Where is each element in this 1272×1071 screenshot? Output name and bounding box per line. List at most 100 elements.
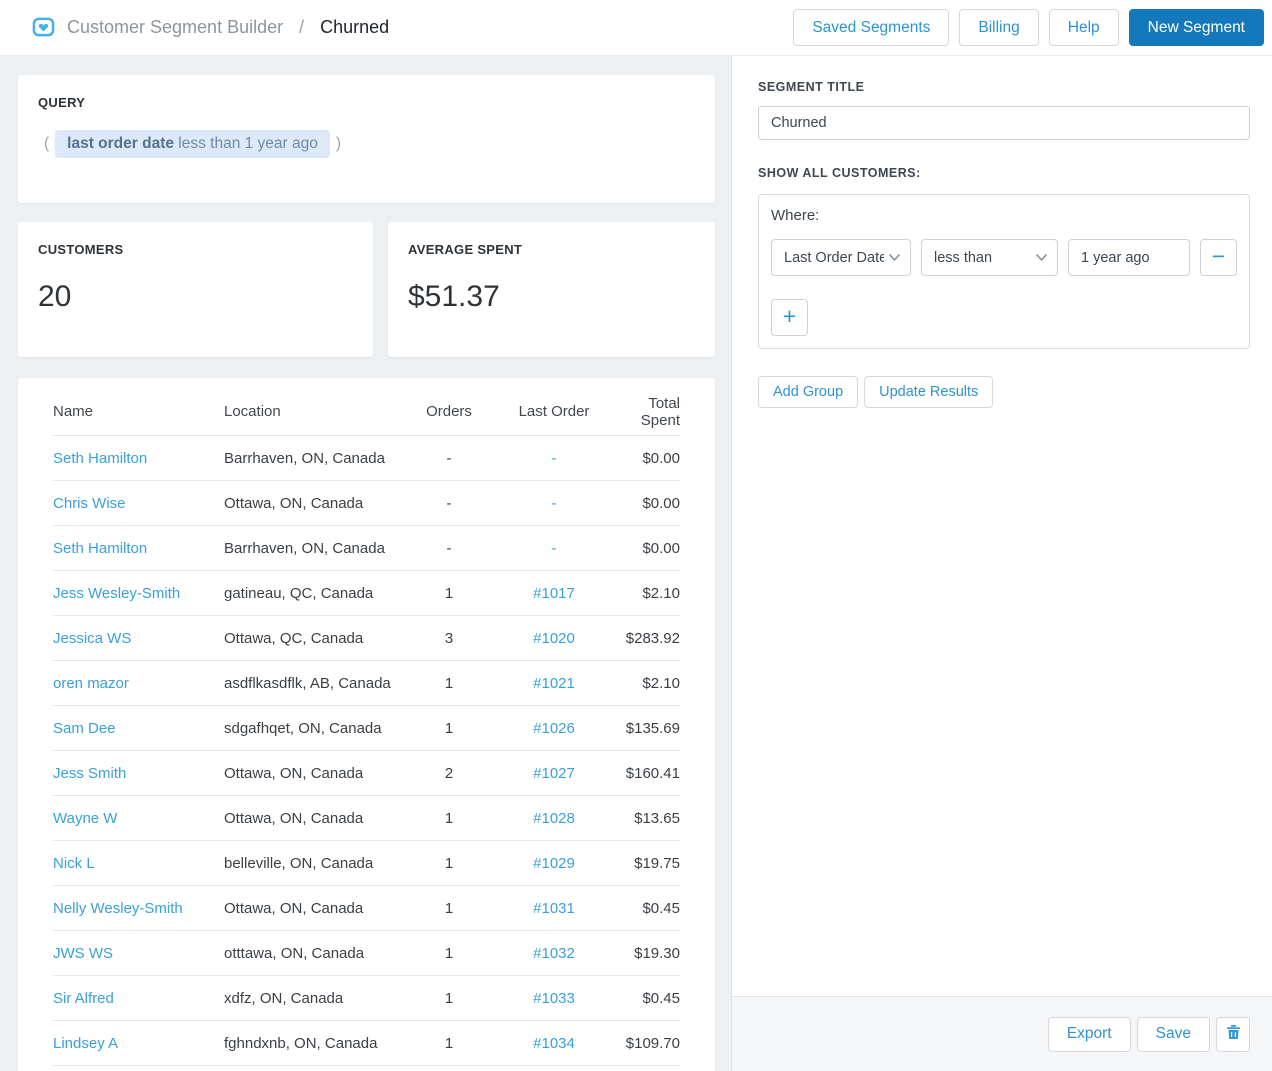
segment-title-input[interactable] bbox=[758, 106, 1250, 140]
segment-editor-panel: SEGMENT TITLE SHOW ALL CUSTOMERS: Where:… bbox=[731, 56, 1272, 1071]
customer-name-link[interactable]: oren mazor bbox=[53, 674, 129, 692]
customer-orders-count: 1 bbox=[444, 1034, 454, 1052]
last-order-link[interactable]: #1032 bbox=[533, 944, 575, 962]
add-condition-button[interactable]: + bbox=[771, 299, 808, 336]
customer-orders-count: - bbox=[446, 449, 452, 467]
customer-name-link[interactable]: Jessica WS bbox=[53, 629, 132, 647]
customer-name-link[interactable]: Jess Wesley-Smith bbox=[53, 584, 181, 602]
customer-location: Ottawa, ON, Canada bbox=[224, 809, 364, 827]
app-header: Customer Segment Builder / Churned Saved… bbox=[0, 0, 1272, 56]
app-title[interactable]: Customer Segment Builder bbox=[67, 17, 284, 37]
header-actions: Saved Segments Billing Help New Segment bbox=[793, 9, 1264, 46]
customer-name-link[interactable]: JWS WS bbox=[53, 944, 113, 962]
condition-row: Last Order Date less than − bbox=[771, 239, 1237, 276]
customer-orders-count: 2 bbox=[444, 764, 454, 782]
customer-location: belleville, ON, Canada bbox=[224, 854, 374, 872]
operator-select[interactable]: less than bbox=[921, 239, 1058, 276]
breadcrumb-current-page: Churned bbox=[320, 17, 390, 37]
table-header-row: Name Location Orders Last Order Total Sp… bbox=[53, 388, 680, 436]
where-label: Where: bbox=[771, 207, 820, 224]
customer-total-spent: $109.70 bbox=[625, 1034, 680, 1052]
customer-name-link[interactable]: Nelly Wesley-Smith bbox=[53, 899, 183, 917]
panel-footer: Export Save bbox=[732, 996, 1272, 1071]
customer-name-link[interactable]: Chris Wise bbox=[53, 494, 126, 512]
customers-table: Name Location Orders Last Order Total Sp… bbox=[18, 378, 715, 1071]
table-row: Sam Dee sdgafhqet, ON, Canada 1 #1026 $1… bbox=[53, 706, 680, 751]
table-row: Sir Alfred xdfz, ON, Canada 1 #1033 $0.4… bbox=[53, 976, 680, 1021]
customer-total-spent: $0.45 bbox=[642, 899, 680, 917]
customer-location: sdgafhqet, ON, Canada bbox=[224, 719, 382, 737]
last-order-link[interactable]: #1028 bbox=[533, 809, 575, 827]
query-condition-text: less than 1 year ago bbox=[173, 135, 318, 152]
customer-orders-count: - bbox=[446, 494, 452, 512]
customer-total-spent: $0.45 bbox=[642, 989, 680, 1007]
new-segment-button[interactable]: New Segment bbox=[1128, 9, 1264, 46]
table-body: Seth Hamilton Barrhaven, ON, Canada - - … bbox=[53, 436, 680, 1066]
table-row: Nelly Wesley-Smith Ottawa, ON, Canada 1 … bbox=[53, 886, 680, 931]
customer-total-spent: $13.65 bbox=[634, 809, 680, 827]
customer-total-spent: $160.41 bbox=[625, 764, 680, 782]
last-order-link[interactable]: - bbox=[551, 539, 557, 557]
query-card: QUERY ( last order date less than 1 year… bbox=[18, 75, 715, 203]
operator-select-value: less than bbox=[934, 249, 993, 266]
last-order-link[interactable]: #1034 bbox=[533, 1034, 575, 1052]
customer-orders-count: 1 bbox=[444, 674, 454, 692]
saved-segments-button[interactable]: Saved Segments bbox=[793, 9, 950, 46]
last-order-link[interactable]: #1027 bbox=[533, 764, 575, 782]
last-order-link[interactable]: #1021 bbox=[533, 674, 575, 692]
customer-name-link[interactable]: Sir Alfred bbox=[53, 989, 114, 1007]
table-row: Wayne W Ottawa, ON, Canada 1 #1028 $13.6… bbox=[53, 796, 680, 841]
export-button[interactable]: Export bbox=[1047, 1016, 1131, 1052]
customer-orders-count: 1 bbox=[444, 809, 454, 827]
customer-name-link[interactable]: Jess Smith bbox=[53, 764, 127, 782]
customer-total-spent: $19.75 bbox=[634, 854, 680, 872]
update-results-button[interactable]: Update Results bbox=[864, 376, 994, 408]
last-order-link[interactable]: - bbox=[551, 494, 557, 512]
help-button[interactable]: Help bbox=[1048, 9, 1119, 46]
average-spent-stat-value: $51.37 bbox=[408, 280, 500, 313]
main-area: QUERY ( last order date less than 1 year… bbox=[0, 56, 731, 1071]
customer-name-link[interactable]: Wayne W bbox=[53, 809, 118, 827]
last-order-link[interactable]: #1031 bbox=[533, 899, 575, 917]
table-row: Jess Wesley-Smith gatineau, QC, Canada 1… bbox=[53, 571, 680, 616]
customer-orders-count: 3 bbox=[444, 629, 454, 647]
last-order-link[interactable]: #1020 bbox=[533, 629, 575, 647]
segment-title-label: SEGMENT TITLE bbox=[758, 80, 865, 94]
group-actions: Add Group Update Results bbox=[758, 376, 1250, 408]
customer-name-link[interactable]: Nick L bbox=[53, 854, 95, 872]
customers-stat-card: CUSTOMERS 20 bbox=[18, 222, 373, 357]
customers-stat-label: CUSTOMERS bbox=[38, 242, 124, 257]
remove-condition-button[interactable]: − bbox=[1200, 239, 1237, 276]
last-order-link[interactable]: - bbox=[551, 449, 557, 467]
last-order-link[interactable]: #1029 bbox=[533, 854, 575, 872]
save-button[interactable]: Save bbox=[1136, 1016, 1210, 1052]
condition-value-input[interactable] bbox=[1068, 239, 1190, 276]
customer-location: otttawa, ON, Canada bbox=[224, 944, 365, 962]
chevron-down-icon bbox=[888, 250, 901, 266]
customer-name-link[interactable]: Seth Hamilton bbox=[53, 449, 148, 467]
last-order-link[interactable]: #1017 bbox=[533, 584, 575, 602]
customer-total-spent: $0.00 bbox=[642, 539, 680, 557]
customers-stat-value: 20 bbox=[38, 280, 72, 313]
table-row: Jess Smith Ottawa, ON, Canada 2 #1027 $1… bbox=[53, 751, 680, 796]
delete-segment-button[interactable] bbox=[1216, 1016, 1250, 1052]
column-header-orders: Orders bbox=[426, 403, 472, 420]
add-group-button[interactable]: Add Group bbox=[758, 376, 859, 408]
last-order-link[interactable]: #1033 bbox=[533, 989, 575, 1007]
customer-orders-count: 1 bbox=[444, 854, 454, 872]
query-condition-pill[interactable]: last order date less than 1 year ago bbox=[55, 130, 330, 158]
customer-name-link[interactable]: Seth Hamilton bbox=[53, 539, 148, 557]
customer-name-link[interactable]: Sam Dee bbox=[53, 719, 116, 737]
last-order-link[interactable]: #1026 bbox=[533, 719, 575, 737]
plus-icon: + bbox=[782, 303, 797, 329]
customer-location: fghndxnb, ON, Canada bbox=[224, 1034, 378, 1052]
table-row: oren mazor asdflkasdflk, AB, Canada 1 #1… bbox=[53, 661, 680, 706]
customer-name-link[interactable]: Lindsey A bbox=[53, 1034, 119, 1052]
minus-icon: − bbox=[1211, 243, 1226, 269]
customer-orders-count: 1 bbox=[444, 899, 454, 917]
billing-button[interactable]: Billing bbox=[959, 9, 1039, 46]
field-select[interactable]: Last Order Date bbox=[771, 239, 911, 276]
query-field: last order date bbox=[67, 135, 174, 152]
breadcrumb-separator: / bbox=[299, 17, 305, 37]
customer-total-spent: $0.00 bbox=[642, 449, 680, 467]
